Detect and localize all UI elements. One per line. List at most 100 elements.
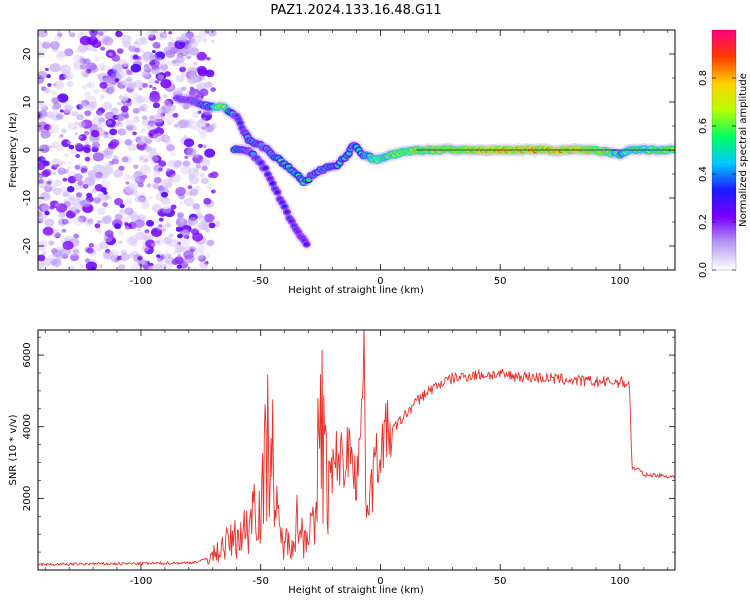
noise-blob [157, 62, 169, 72]
noise-blob [57, 167, 67, 175]
noise-blob [184, 155, 189, 160]
noise-blob [141, 230, 153, 240]
noise-blob [196, 118, 208, 128]
x-tick-label: -50 [253, 576, 269, 587]
noise-blob [175, 226, 183, 232]
noise-blob [151, 30, 159, 34]
noise-blob [165, 222, 172, 228]
noise-blob [68, 144, 75, 150]
noise-blob [151, 64, 160, 71]
noise-blob [183, 197, 195, 207]
noise-blob [127, 125, 131, 129]
noise-blob [78, 121, 87, 128]
colorbar-tick-label: 0.8 [698, 70, 709, 86]
noise-blob [66, 186, 75, 193]
noise-blob [77, 215, 87, 223]
noise-blob [166, 254, 172, 259]
noise-blob [38, 178, 44, 184]
noise-blob [136, 95, 146, 104]
noise-blob [176, 233, 183, 239]
noise-blob [114, 197, 124, 206]
colorbar-label: Normalized spectral amplitude [738, 73, 749, 227]
noise-blob [194, 92, 199, 96]
noise-blob [181, 86, 187, 91]
noise-blob [98, 263, 103, 268]
noise-blob [53, 179, 62, 187]
noise-blob [38, 254, 46, 262]
noise-blob [96, 74, 101, 78]
noise-blob [152, 102, 161, 109]
noise-blob [161, 197, 171, 205]
noise-blob [124, 119, 134, 128]
x-tick-label: 50 [494, 276, 507, 287]
noise-blob [182, 160, 191, 167]
noise-blob [90, 34, 97, 40]
noise-blob [96, 220, 102, 224]
ridge-point [670, 147, 675, 152]
noise-blob [44, 210, 50, 216]
noise-blob [50, 130, 55, 134]
noise-blob [181, 102, 190, 109]
noise-blob [173, 164, 180, 170]
noise-blob [109, 249, 120, 258]
noise-blob [124, 207, 134, 216]
noise-blob [72, 248, 80, 255]
noise-blob [127, 182, 139, 191]
noise-blob [175, 36, 182, 42]
ridge-point [306, 177, 312, 182]
noise-blob [164, 98, 174, 107]
noise-blob [142, 174, 148, 180]
noise-blob [158, 224, 163, 228]
noise-blob [41, 203, 53, 213]
noise-blob [48, 240, 55, 246]
noise-blob [83, 70, 88, 75]
noise-blob [67, 122, 78, 131]
noise-blob [130, 263, 141, 270]
noise-blob [93, 197, 101, 204]
noise-blob [47, 83, 52, 87]
noise-blob [83, 146, 91, 154]
noise-blob [99, 81, 108, 89]
noise-blob [169, 178, 174, 182]
noise-blob [186, 220, 193, 226]
noise-blob [59, 64, 71, 74]
noise-blob [151, 204, 162, 213]
colorbar-gradient [712, 30, 736, 270]
noise-blob [170, 152, 176, 157]
noise-blob [149, 54, 158, 61]
noise-blob [66, 76, 73, 81]
noise-blob [92, 152, 104, 162]
noise-blob [128, 144, 137, 152]
x-tick-label: 100 [610, 576, 629, 587]
noise-blob [187, 185, 193, 190]
noise-blob [41, 41, 51, 49]
noise-blob [39, 145, 46, 151]
x-tick-label: 0 [377, 576, 383, 587]
noise-blob [74, 121, 80, 126]
noise-blob [125, 68, 130, 72]
noise-blob [188, 175, 200, 185]
noise-blob [167, 35, 173, 40]
noise-blob [158, 167, 163, 172]
noise-blob [41, 105, 49, 112]
noise-blob [99, 94, 105, 99]
noise-blob [83, 73, 89, 78]
noise-blob [175, 217, 188, 227]
noise-blob [189, 47, 200, 56]
y-tick-label: -10 [22, 190, 33, 206]
spectrogram-xlabel: Height of straight line (km) [288, 285, 424, 296]
noise-blob [66, 81, 74, 88]
noise-blob [93, 114, 100, 120]
noise-blob [193, 168, 199, 173]
noise-blob [160, 134, 171, 143]
noise-blob [139, 157, 144, 161]
noise-blob [84, 258, 91, 263]
noise-blob [152, 50, 156, 54]
noise-blob [54, 203, 60, 207]
noise-blob [138, 87, 143, 91]
noise-blob [125, 184, 137, 194]
noise-blob [51, 158, 63, 168]
noise-blob [58, 76, 64, 81]
noise-blob [116, 255, 123, 261]
noise-blob [147, 235, 154, 241]
